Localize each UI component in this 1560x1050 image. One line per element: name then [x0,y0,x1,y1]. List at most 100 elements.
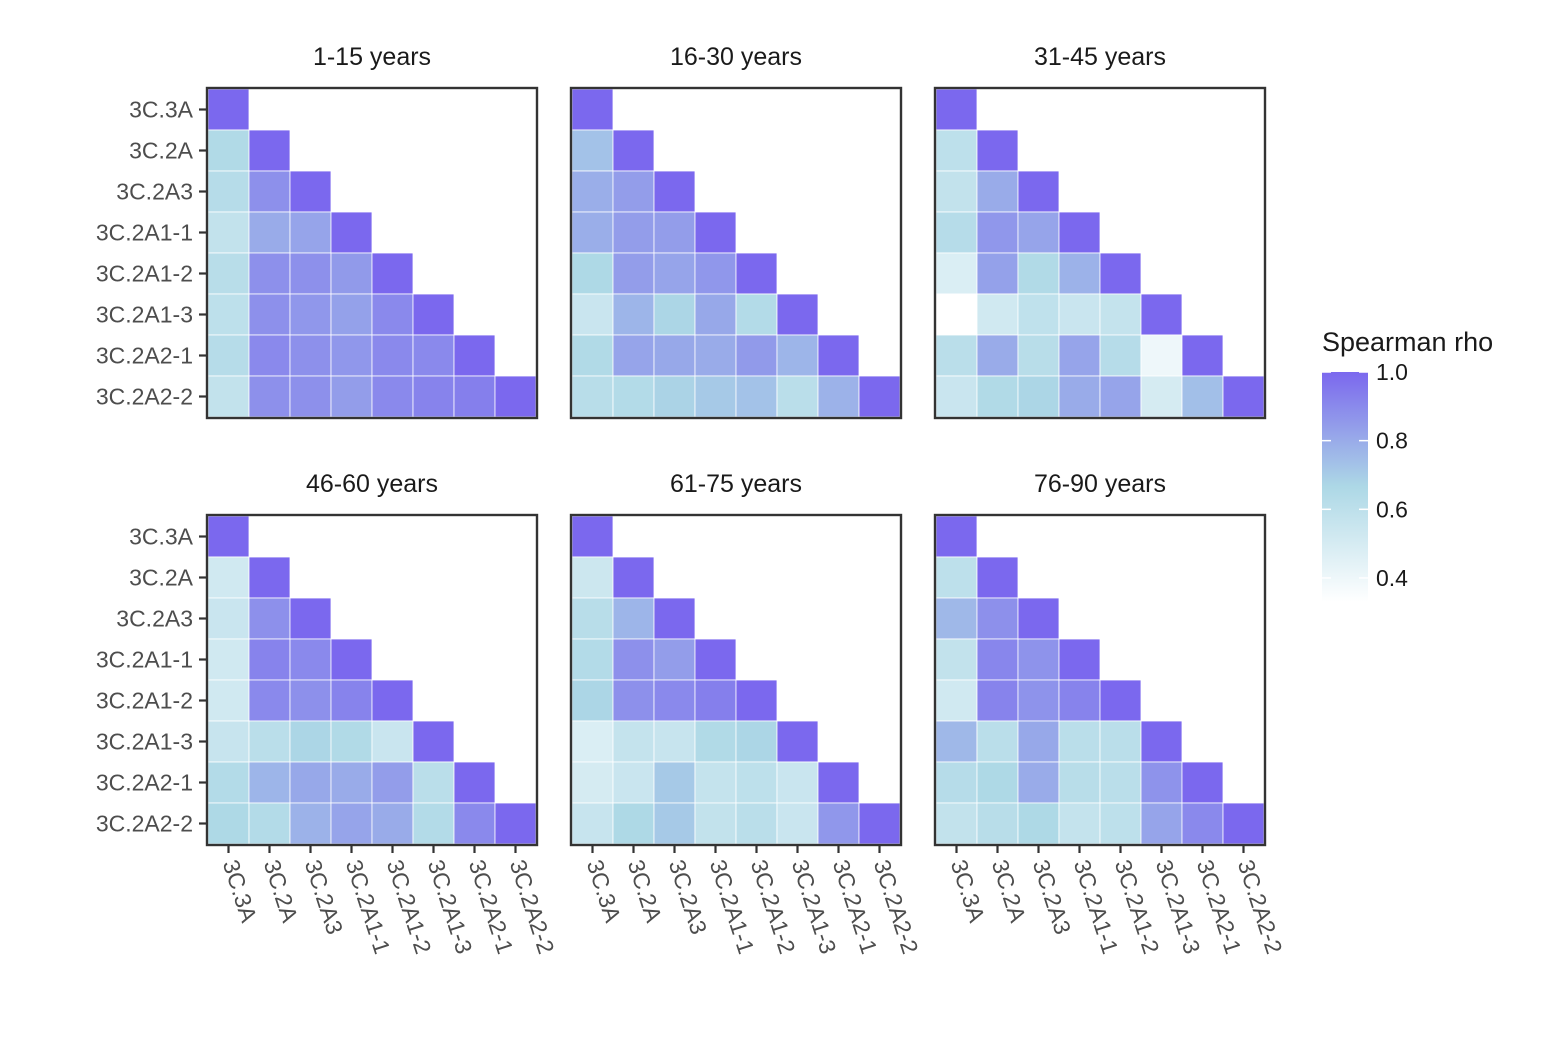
heatmap-cell [1181,761,1224,804]
heatmap-cell [976,375,1019,418]
x-tick-label: 3C.2A [623,857,668,926]
heatmap-cell [1099,334,1142,377]
y-tick-label: 3C.2A2-1 [96,343,193,369]
heatmap-cell [412,375,455,418]
heatmap-cell [289,761,332,804]
heatmap-cell [248,129,291,172]
heatmap-cell [1099,802,1142,845]
heatmap-cell [653,679,696,722]
heatmap-cell [289,375,332,418]
heatmap-cell [1181,375,1224,418]
heatmap-cell [935,170,978,213]
legend-colorbar [1322,372,1368,602]
heatmap-cell [735,252,778,295]
heatmap-cell [653,375,696,418]
heatmap-cell [1017,334,1060,377]
heatmap-cell [612,802,655,845]
panel-title: 76-90 years [1034,470,1166,498]
heatmap-cell [330,252,373,295]
heatmap-cell [1058,252,1101,295]
heatmap-cell [653,720,696,763]
x-tick-label: 3C.3A [582,857,627,926]
heatmap-cell [612,720,655,763]
heatmap-cell [1058,679,1101,722]
heatmap-cell [1017,761,1060,804]
heatmap-cell [571,170,614,213]
heatmap-cell [494,375,537,418]
y-tick-label: 3C.2A1-3 [96,302,193,328]
heatmap-cell [1140,293,1183,336]
heatmap-cell [330,638,373,681]
heatmap-cell [694,761,737,804]
y-tick-label: 3C.2A3 [116,179,193,205]
heatmap-cell [694,720,737,763]
heatmap-cell [289,720,332,763]
y-tick-label: 3C.2A2-2 [96,811,193,837]
heatmap-cell [612,375,655,418]
legend-tick-label: 0.4 [1376,565,1408,591]
heatmap-cell [976,211,1019,254]
panel-3: 31-45 years [933,43,1267,420]
heatmap-cell [1140,720,1183,763]
heatmap-cell [207,761,250,804]
heatmap-cell [330,375,373,418]
heatmap-cell [1017,375,1060,418]
heatmap-cell [1017,293,1060,336]
heatmap-cell [976,556,1019,599]
heatmap-cell [330,761,373,804]
y-tick-label: 3C.2A1-1 [96,647,193,673]
heatmap-cell [289,802,332,845]
heatmap-cell [653,802,696,845]
heatmap-cell [817,761,860,804]
heatmap-cell [694,293,737,336]
heatmap-cell [494,802,537,845]
heatmap-cell [371,720,414,763]
heatmap-cell [1140,802,1183,845]
heatmap-cell [453,375,496,418]
heatmap-cell [207,638,250,681]
heatmap-cell [371,293,414,336]
panel-frame [569,513,903,847]
heatmap-cell [694,375,737,418]
heatmap-cell [1017,679,1060,722]
panel-5: 61-75 years3C.3A3C.2A3C.2A33C.2A1-13C.2A… [569,470,923,957]
panel-frame [205,86,539,420]
heatmap-cell [935,720,978,763]
heatmap-cell [694,211,737,254]
heatmap-cell [571,211,614,254]
heatmap-cell [1058,293,1101,336]
heatmap-cell [976,802,1019,845]
heatmap-cell [248,252,291,295]
heatmap-cell [612,334,655,377]
heatmap-cell [571,597,614,640]
heatmap-cell [653,293,696,336]
heatmap-cell [571,334,614,377]
heatmap-cell [976,252,1019,295]
heatmap-cell [1058,211,1101,254]
panel-frame [933,86,1267,420]
heatmap-cell [1058,761,1101,804]
heatmap-cell [1140,761,1183,804]
heatmap-cell [976,129,1019,172]
heatmap-cell [612,556,655,599]
heatmap-cell [1017,597,1060,640]
heatmap-cell [935,679,978,722]
heatmap-cell [935,88,978,131]
heatmap-cell [207,720,250,763]
heatmap-cell [1058,802,1101,845]
heatmap-cell [976,679,1019,722]
heatmap-cell [371,761,414,804]
heatmap-cell [1099,679,1142,722]
heatmap-cell [976,597,1019,640]
heatmap-cell [612,597,655,640]
y-tick-label: 3C.2A1-2 [96,261,193,287]
panel-1: 1-15 years 3C.3A 3C.2A 3C.2A3 3C.2A1-1 3C.2A1… [96,43,539,420]
heatmap-cell [858,375,901,418]
heatmap-cell [248,720,291,763]
heatmap-cell [371,375,414,418]
heatmap-cell [412,334,455,377]
heatmap-cell [653,597,696,640]
legend-tick-label: 0.6 [1376,496,1408,522]
heatmap-cell [371,679,414,722]
heatmap-cell [571,638,614,681]
